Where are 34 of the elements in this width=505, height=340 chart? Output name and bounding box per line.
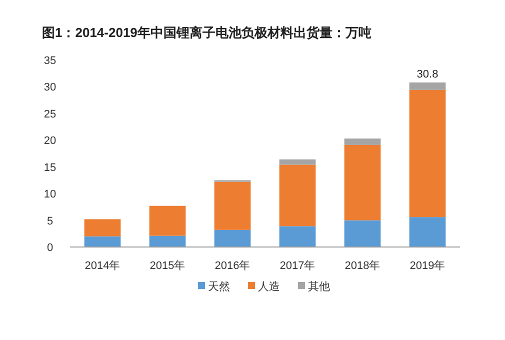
x-tick-label: 2015年 bbox=[150, 260, 186, 272]
chart-title: 图1：2014-2019年中国锂离子电池负极材料出货量：万吨 bbox=[42, 25, 372, 40]
legend-label: 其他 bbox=[308, 280, 330, 293]
y-tick-label: 5 bbox=[46, 215, 54, 228]
x-tick-label: 2017年 bbox=[280, 260, 316, 272]
y-tick-label: 20 bbox=[44, 135, 56, 148]
bar bbox=[149, 206, 186, 236]
bar bbox=[84, 236, 121, 247]
bar bbox=[344, 138, 381, 145]
bar bbox=[84, 219, 121, 236]
y-tick-label: 35 bbox=[44, 55, 56, 67]
bar bbox=[409, 90, 446, 218]
total-label: 30.8 bbox=[416, 68, 438, 80]
bar bbox=[279, 226, 316, 247]
legend-label: 天然 bbox=[208, 281, 230, 293]
x-tick-label: 2019年 bbox=[410, 260, 446, 272]
y-tick-label: 15 bbox=[44, 162, 56, 174]
y-tick-label: 0 bbox=[46, 242, 54, 254]
legend-label: 人造 bbox=[258, 280, 280, 293]
bar bbox=[149, 236, 186, 247]
bar bbox=[344, 220, 381, 247]
bar bbox=[279, 164, 316, 226]
x-tick-label: 2018年 bbox=[344, 260, 380, 272]
bar bbox=[344, 144, 381, 220]
bar bbox=[279, 159, 316, 165]
bar bbox=[409, 217, 446, 247]
y-tick-label: 30 bbox=[44, 82, 56, 94]
x-tick-label: 2014年 bbox=[84, 260, 120, 272]
y-tick-label: 10 bbox=[44, 188, 56, 201]
bar bbox=[214, 230, 251, 247]
bar bbox=[409, 82, 446, 90]
x-tick-label: 2016年 bbox=[214, 260, 250, 272]
y-tick-label: 25 bbox=[44, 108, 56, 120]
bar bbox=[214, 182, 251, 230]
